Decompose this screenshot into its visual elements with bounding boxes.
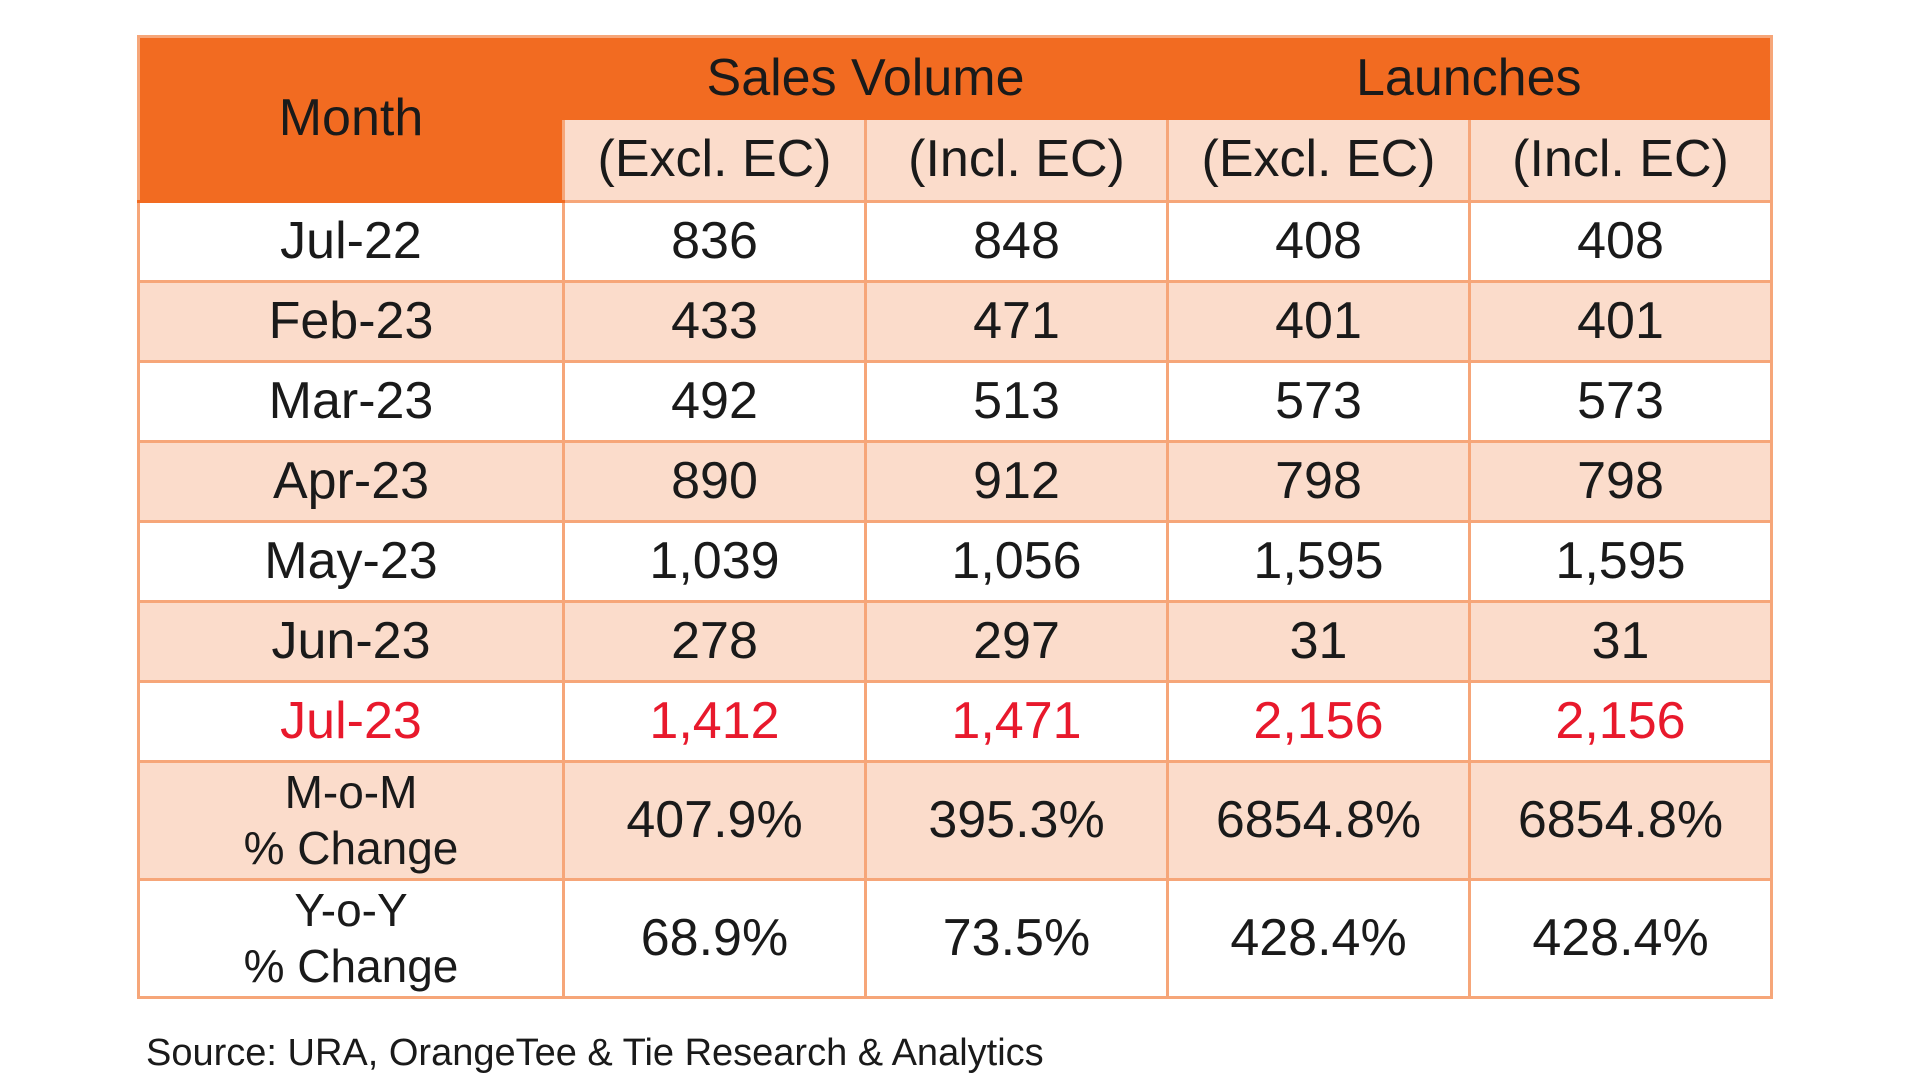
value-cell: 2,156 bbox=[1468, 680, 1773, 763]
value-cell: 401 bbox=[1468, 280, 1773, 363]
month-header: Month bbox=[138, 36, 564, 203]
month-cell: Feb-23 bbox=[137, 280, 565, 363]
value-cell: 836 bbox=[562, 200, 867, 283]
subheader-sales-incl-ec: (Incl. EC) bbox=[864, 120, 1169, 203]
table-row-highlight: Jul-23 1,412 1,471 2,156 2,156 bbox=[137, 680, 1773, 763]
subheader-launches-excl-ec: (Excl. EC) bbox=[1166, 120, 1471, 203]
value-cell: 1,471 bbox=[864, 680, 1169, 763]
value-cell: 1,056 bbox=[864, 520, 1169, 603]
sales-volume-header: Sales Volume bbox=[563, 36, 1168, 120]
yoy-label-line1: Y-o-Y bbox=[294, 884, 408, 937]
table-row: May-23 1,039 1,056 1,595 1,595 bbox=[137, 520, 1773, 603]
month-cell: May-23 bbox=[137, 520, 565, 603]
month-cell: Apr-23 bbox=[137, 440, 565, 523]
value-cell: 73.5% bbox=[864, 878, 1169, 999]
value-cell: 1,039 bbox=[562, 520, 867, 603]
value-cell: 1,412 bbox=[562, 680, 867, 763]
value-cell: 31 bbox=[1468, 600, 1773, 683]
month-cell: Mar-23 bbox=[137, 360, 565, 443]
value-cell: 408 bbox=[1468, 200, 1773, 283]
value-cell: 573 bbox=[1468, 360, 1773, 443]
value-cell: 408 bbox=[1166, 200, 1471, 283]
value-cell: 278 bbox=[562, 600, 867, 683]
table-row: Mar-23 492 513 573 573 bbox=[137, 360, 1773, 443]
launches-header: Launches bbox=[1167, 36, 1772, 120]
value-cell: 798 bbox=[1468, 440, 1773, 523]
value-cell: 297 bbox=[864, 600, 1169, 683]
value-cell: 428.4% bbox=[1468, 878, 1773, 999]
value-cell: 2,156 bbox=[1166, 680, 1471, 763]
yoy-label-cell: Y-o-Y % Change bbox=[137, 878, 565, 999]
yoy-change-row: Y-o-Y % Change 68.9% 73.5% 428.4% 428.4% bbox=[137, 878, 1773, 999]
value-cell: 395.3% bbox=[864, 760, 1169, 881]
month-cell: Jun-23 bbox=[137, 600, 565, 683]
value-cell: 848 bbox=[864, 200, 1169, 283]
value-cell: 1,595 bbox=[1166, 520, 1471, 603]
month-cell: Jul-22 bbox=[137, 200, 565, 283]
source-note: Source: URA, OrangeTee & Tie Research & … bbox=[146, 1032, 1044, 1074]
value-cell: 1,595 bbox=[1468, 520, 1773, 603]
value-cell: 6854.8% bbox=[1468, 760, 1773, 881]
value-cell: 492 bbox=[562, 360, 867, 443]
value-cell: 798 bbox=[1166, 440, 1471, 523]
mom-change-row: M-o-M % Change 407.9% 395.3% 6854.8% 685… bbox=[137, 760, 1773, 881]
value-cell: 401 bbox=[1166, 280, 1471, 363]
mom-label-cell: M-o-M % Change bbox=[137, 760, 565, 881]
value-cell: 912 bbox=[864, 440, 1169, 523]
subheader-row: (Excl. EC) (Incl. EC) (Excl. EC) (Incl. … bbox=[139, 120, 1773, 203]
subheader-sales-excl-ec: (Excl. EC) bbox=[562, 120, 867, 203]
value-cell: 573 bbox=[1166, 360, 1471, 443]
table-row: Apr-23 890 912 798 798 bbox=[137, 440, 1773, 523]
subheader-launches-incl-ec: (Incl. EC) bbox=[1468, 120, 1773, 203]
value-cell: 428.4% bbox=[1166, 878, 1471, 999]
value-cell: 407.9% bbox=[562, 760, 867, 881]
value-cell: 68.9% bbox=[562, 878, 867, 999]
header-row: Month Sales Volume Launches bbox=[138, 36, 1772, 203]
mom-label-line1: M-o-M bbox=[284, 766, 418, 819]
month-cell: Jul-23 bbox=[137, 680, 565, 763]
value-cell: 31 bbox=[1166, 600, 1471, 683]
table-row: Feb-23 433 471 401 401 bbox=[137, 280, 1773, 363]
mom-label-line2: % Change bbox=[243, 821, 459, 874]
sales-table: Month Sales Volume Launches (Excl. EC) (… bbox=[137, 35, 1773, 999]
value-cell: 433 bbox=[562, 280, 867, 363]
value-cell: 890 bbox=[562, 440, 867, 523]
value-cell: 471 bbox=[864, 280, 1169, 363]
value-cell: 513 bbox=[864, 360, 1169, 443]
value-cell: 6854.8% bbox=[1166, 760, 1471, 881]
yoy-label-line2: % Change bbox=[243, 939, 459, 992]
table-row: Jul-22 836 848 408 408 bbox=[137, 200, 1773, 283]
table-row: Jun-23 278 297 31 31 bbox=[137, 600, 1773, 683]
